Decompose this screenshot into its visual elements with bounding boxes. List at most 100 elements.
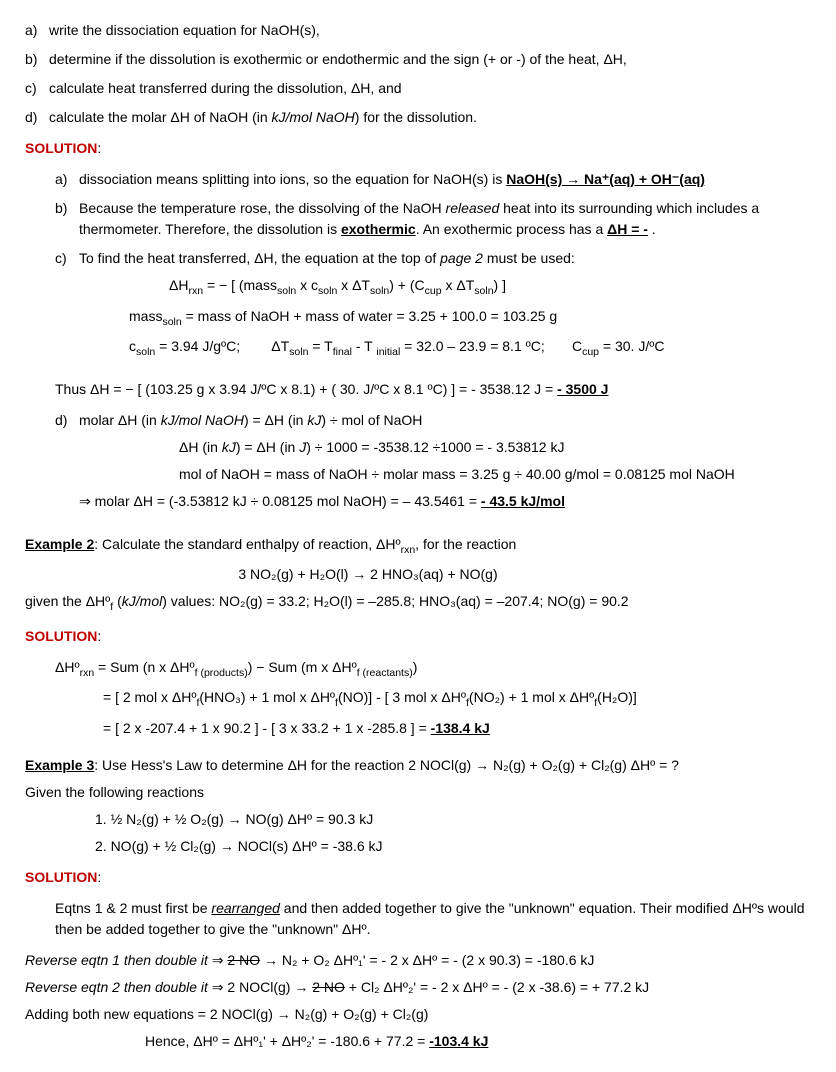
sol-c-intro-2: must be used:: [483, 250, 575, 266]
sol-d-1: molar ΔH (in kJ/mol NaOH) = ΔH (in kJ) ÷…: [79, 410, 735, 431]
sol-d: d) molar ΔH (in kJ/mol NaOH) = ΔH (in kJ…: [55, 410, 811, 518]
d2-pre: ΔH (in: [179, 439, 222, 455]
q-a: a)write the dissociation equation for Na…: [25, 20, 811, 41]
solution-header: SOLUTION:: [25, 138, 811, 159]
solution-body: a)dissociation means splitting into ions…: [55, 169, 811, 518]
d1-end: ) ÷ mol of NaOH: [321, 412, 422, 428]
q-b: b)determine if the dissolution is exothe…: [25, 49, 811, 70]
q-d-post: ) for the dissolution.: [355, 109, 477, 125]
ex3-rev1-pre: ⇒: [208, 952, 228, 968]
ex3-solution-body: Eqtns 1 & 2 must first be rearranged and…: [55, 898, 811, 940]
sol-c: c) To find the heat transferred, ΔH, the…: [55, 248, 811, 367]
question-list: a)write the dissociation equation for Na…: [25, 20, 811, 128]
ex2-line3: = [ 2 x -207.4 + 1 x 90.2 ] - [ 3 x 33.2…: [103, 718, 811, 739]
d1-post: ) = ΔH (in: [244, 412, 307, 428]
sol-d-4: ⇒ molar ΔH = (-3.53812 kJ ÷ 0.08125 mol …: [79, 491, 735, 512]
ex3-r2: 2. NO(g) + ½ Cl₂(g) → NOCl(s) ΔHº = -38.…: [95, 836, 811, 857]
q-a-text: write the dissociation equation for NaOH…: [49, 20, 320, 41]
sol-a-pre: dissociation means splitting into ions, …: [79, 171, 506, 187]
example-2: Example 2: Calculate the standard enthal…: [25, 534, 811, 616]
d2-post: ) ÷ 1000 = -3538.12 ÷1000 = - 3.53812 kJ: [306, 439, 564, 455]
label-b: b): [25, 49, 49, 70]
ex3-para: Eqtns 1 & 2 must first be rearranged and…: [55, 898, 811, 940]
ex2-given: given the ΔHºf (kJ/mol) values: NO₂(g) =…: [25, 591, 811, 616]
ex2-given-post: ) values: NO₂(g) = 33.2; H₂O(l) = –285.8…: [162, 593, 628, 609]
example-3: Example 3: Use Hess's Law to determine Δ…: [25, 755, 811, 857]
ex3-rev1: Reverse eqtn 1 then double it ⇒ 2 NO → N…: [25, 950, 811, 971]
sol-label-d: d): [55, 410, 79, 518]
ex3-rev2-post: + Cl₂ ΔHº₂' = - 2 x ΔHº = - (2 x -38.6) …: [345, 979, 649, 995]
ex2-given-pre: given the ΔHºf (: [25, 593, 122, 609]
ex2-sol-label: SOLUTION: [25, 628, 97, 644]
sol-a: a)dissociation means splitting into ions…: [55, 169, 811, 190]
ex2-line3-ans: -138.4 kJ: [431, 720, 490, 736]
ex3-rev1-strike: 2 NO: [227, 952, 260, 968]
ex3-r1: 1. ½ N₂(g) + ½ O₂(g) → NO(g) ΔHº = 90.3 …: [95, 809, 811, 830]
ex3-rev1-it: Reverse eqtn 1 then double it: [25, 952, 208, 968]
ex3-rev2-it: Reverse eqtn 2 then double it: [25, 979, 208, 995]
q-d-text: calculate the molar ΔH of NaOH (in kJ/mo…: [49, 107, 477, 128]
ex3-intro: : Use Hess's Law to determine ΔH for the…: [94, 757, 679, 773]
d4-ans: - 43.5 kJ/mol: [481, 493, 565, 509]
ex2-solution-body: ΔHºrxn = Sum (n x ΔHºf (products)) − Sum…: [55, 657, 811, 739]
sol-b-4: .: [648, 221, 656, 237]
ex3-rev: Reverse eqtn 1 then double it ⇒ 2 NO → N…: [25, 950, 811, 1052]
q-b-text: determine if the dissolution is exotherm…: [49, 49, 627, 70]
sol-c-intro: To find the heat transferred, ΔH, the eq…: [79, 248, 664, 269]
ex3-title: Example 3: [25, 757, 94, 773]
sol-c-thus-pre: Thus ΔH = − [ (103.25 g x 3.94 J/ºC x 8.…: [55, 381, 557, 397]
d1-pre: molar ΔH (in: [79, 412, 161, 428]
ex2-line3-pre: = [ 2 x -207.4 + 1 x 90.2 ] - [ 3 x 33.2…: [103, 720, 431, 736]
ex2-header: Example 2: Calculate the standard enthal…: [25, 534, 811, 559]
sol-b-1: Because the temperature rose, the dissol…: [79, 200, 446, 216]
sol-b-exo: exothermic: [341, 221, 416, 237]
q-d: d)calculate the molar ΔH of NaOH (in kJ/…: [25, 107, 811, 128]
d1-it: kJ/mol NaOH: [161, 412, 244, 428]
ex3-given: Given the following reactions: [25, 782, 811, 803]
sol-b-text: Because the temperature rose, the dissol…: [79, 198, 811, 240]
sol-c-csoln: csoln = 3.94 J/gºC; ΔTsoln = Tfinal - T …: [129, 336, 664, 361]
d2-it: kJ: [222, 439, 236, 455]
colon2: :: [97, 628, 101, 644]
ex2-title: Example 2: [25, 536, 94, 552]
sol-c-thus: Thus ΔH = − [ (103.25 g x 3.94 J/ºC x 8.…: [55, 379, 811, 400]
ex2-given-it: kJ/mol: [122, 593, 162, 609]
sol-c-mass: masssoln = mass of NaOH + mass of water …: [129, 306, 664, 331]
sol-d-content: molar ΔH (in kJ/mol NaOH) = ΔH (in kJ) ÷…: [79, 410, 735, 518]
ex2-rxn: 3 NO₂(g) + H₂O(l) → 2 HNO₃(aq) + NO(g): [0, 564, 811, 585]
label-c: c): [25, 78, 49, 99]
ex3-solution-header: SOLUTION:: [25, 867, 811, 888]
d2-mid: ) = ΔH (in: [236, 439, 299, 455]
colon3: :: [97, 869, 101, 885]
ex2-line2: = [ 2 mol x ΔHºf(HNO₃) + 1 mol x ΔHºf(NO…: [103, 687, 811, 712]
sol-b: b)Because the temperature rose, the diss…: [55, 198, 811, 240]
ex3-para-u: rearranged: [211, 900, 280, 916]
ex3-add: Adding both new equations = 2 NOCl(g) → …: [25, 1004, 811, 1025]
ex2-line1: ΔHºrxn = Sum (n x ΔHºf (products)) − Sum…: [55, 657, 811, 682]
ex3-sol-label: SOLUTION: [25, 869, 97, 885]
sol-c-content: To find the heat transferred, ΔH, the eq…: [79, 248, 664, 367]
sol-label-b: b): [55, 198, 79, 240]
label-d: d): [25, 107, 49, 128]
sol-b-3: . An exothermic process has a: [416, 221, 607, 237]
sol-label-c: c): [55, 248, 79, 367]
ex3-rev2: Reverse eqtn 2 then double it ⇒ 2 NOCl(g…: [25, 977, 811, 998]
q-d-pre: calculate the molar ΔH of NaOH (in: [49, 109, 272, 125]
ex3-hence-ans: -103.4 kJ: [429, 1033, 488, 1049]
sol-b-dh: ΔH = -: [607, 221, 648, 237]
sol-c-intro-it: page 2: [440, 250, 483, 266]
sol-a-eq: NaOH(s) → Na⁺(aq) + OH⁻(aq): [506, 171, 705, 187]
sol-b-it: released: [446, 200, 500, 216]
solution-label: SOLUTION: [25, 140, 97, 156]
ex2-intro: : Calculate the standard enthalpy of rea…: [94, 536, 516, 552]
sol-d-2: ΔH (in kJ) = ΔH (in J) ÷ 1000 = -3538.12…: [179, 437, 735, 458]
label-a: a): [25, 20, 49, 41]
q-c: c)calculate heat transferred during the …: [25, 78, 811, 99]
sol-label-a: a): [55, 169, 79, 190]
sol-c-thus-ans: - 3500 J: [557, 381, 608, 397]
ex3-rev2-strike: 2 NO: [312, 979, 345, 995]
sol-a-text: dissociation means splitting into ions, …: [79, 169, 705, 190]
sol-c-eq1: ΔHrxn = − [ (masssoln x csoln x ΔTsoln) …: [169, 275, 664, 300]
ex3-rev2-pre: ⇒ 2 NOCl(g) →: [208, 979, 312, 995]
ex3-hence-pre: Hence, ΔHº = ΔHº₁' + ΔHº₂' = -180.6 + 77…: [145, 1033, 429, 1049]
